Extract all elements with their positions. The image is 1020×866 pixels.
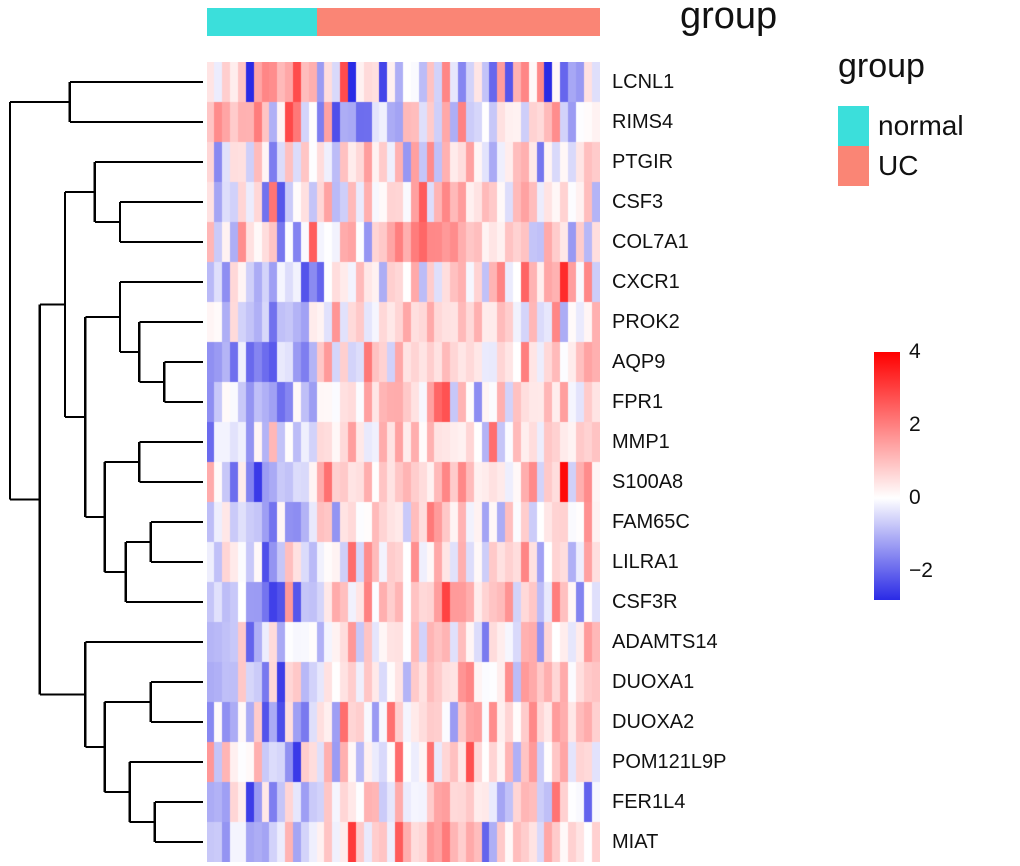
heatmap-canvas	[207, 62, 600, 862]
legend-label: UC	[878, 150, 919, 181]
gene-label-DUOXA1: DUOXA1	[612, 670, 695, 693]
gene-label-FER1L4: FER1L4	[612, 790, 686, 813]
gene-label-PROK2: PROK2	[612, 310, 680, 333]
legend-items: normal UC	[838, 106, 964, 186]
colorbar-tick-0: 0	[909, 485, 921, 509]
gene-label-MIAT: MIAT	[612, 830, 659, 853]
legend-swatch-UC	[838, 146, 869, 186]
legend-label: normal	[878, 110, 964, 141]
colorbar-tick-2: 2	[909, 412, 921, 436]
annotation-segment-normal	[207, 8, 318, 36]
gene-label-LCNL1: LCNL1	[612, 70, 675, 93]
colorbar-tick--2: −2	[909, 558, 933, 582]
colorbar	[874, 352, 900, 600]
gene-labels: LCNL1 RIMS4 PTGIR CSF3 COL7A1 CXCR1 PROK2 AQP9 F…	[612, 62, 792, 862]
gene-label-COL7A1: COL7A1	[612, 230, 689, 253]
colorbar-tick-4: 4	[909, 340, 921, 363]
gene-label-FPR1: FPR1	[612, 390, 664, 413]
gene-label-RIMS4: RIMS4	[612, 110, 674, 133]
column-annotation-bar	[207, 8, 600, 36]
legend-swatch-normal	[838, 106, 869, 146]
gene-label-AQP9: AQP9	[612, 350, 666, 373]
gene-label-MMP1: MMP1	[612, 430, 670, 453]
row-dendrogram	[8, 80, 203, 844]
gene-label-POM121L9P: POM121L9P	[612, 750, 727, 773]
gene-label-CSF3R: CSF3R	[612, 590, 678, 613]
legend-item-UC: UC	[838, 146, 964, 186]
legend-title: group	[838, 47, 925, 85]
gene-label-S100A8: S100A8	[612, 470, 684, 493]
legend-item-normal: normal	[838, 106, 964, 146]
group-legend: group normal UC	[838, 46, 964, 186]
gene-label-FAM65C: FAM65C	[612, 510, 690, 533]
gene-label-CXCR1: CXCR1	[612, 270, 680, 293]
annotation-title: group	[680, 0, 778, 37]
gene-label-DUOXA2: DUOXA2	[612, 710, 695, 733]
gene-label-LILRA1: LILRA1	[612, 550, 679, 573]
gene-label-ADAMTS14: ADAMTS14	[612, 630, 718, 653]
annotation-segment-UC	[317, 8, 600, 36]
gene-label-PTGIR: PTGIR	[612, 150, 674, 173]
gene-label-CSF3: CSF3	[612, 190, 664, 213]
